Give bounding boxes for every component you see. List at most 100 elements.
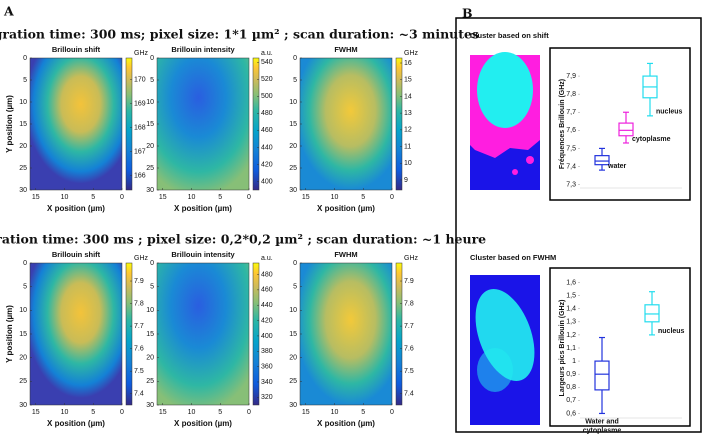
heatmap [29, 57, 123, 191]
y-tick-label: 15 [19, 121, 27, 128]
y-tick-label: 5 [23, 77, 27, 84]
y-tick-label: 1,5 [566, 292, 576, 299]
x-tick-label: 15 [302, 194, 310, 201]
plot-frame [549, 267, 691, 427]
row-heading: Integration time: 300 ms ; pixel size: 0… [0, 232, 486, 247]
cluster-title: Cluster based on shift [470, 31, 549, 40]
colorbar-tick-label: 7.5 [134, 368, 144, 375]
y-tick-label: 5 [293, 77, 297, 84]
x-axis-label: X position (µm) [317, 419, 375, 428]
colorbar-tick-label: 168 [134, 124, 146, 131]
heatmap [29, 262, 123, 406]
y-tick-label: 1 [572, 358, 576, 365]
colorbar-tick-label: 170 [134, 76, 146, 83]
y-tick-label: 0,9 [566, 371, 576, 378]
x-axis-label: X position (µm) [174, 204, 232, 213]
y-axis-label: Fréquences Brillouin (GHz) [559, 79, 566, 169]
y-tick-label: 20 [289, 143, 297, 150]
y-tick-label: 25 [289, 378, 297, 385]
y-tick-label: 15 [146, 121, 154, 128]
colorbar [395, 57, 403, 191]
colorbar-tick-label: 167 [134, 148, 146, 155]
colorbar-tick-label: 11 [404, 143, 411, 150]
y-tick-label: 0 [23, 260, 27, 267]
y-tick-label: 7,3 [566, 181, 576, 188]
y-tick-label: 20 [146, 355, 154, 362]
box [594, 155, 610, 166]
map-title: Brillouin shift [52, 250, 101, 259]
colorbar-unit: a.u. [261, 255, 273, 262]
y-tick-label: 15 [146, 331, 154, 338]
map-title: FWHM [334, 45, 357, 54]
y-tick-label: 1,3 [566, 319, 576, 326]
y-tick-label: 25 [146, 378, 154, 385]
colorbar-tick-label: 10 [404, 160, 412, 167]
y-tick-label: 20 [19, 143, 27, 150]
x-tick-label: 5 [91, 409, 95, 416]
colorbar-tick-label: 7.4 [134, 391, 144, 398]
colorbar [125, 262, 133, 406]
y-tick-label: 15 [289, 331, 297, 338]
x-tick-label: 15 [32, 194, 40, 201]
x-tick-label: 10 [188, 409, 196, 416]
y-tick-label: 30 [19, 402, 27, 409]
y-tick-label: 7,6 [566, 127, 576, 134]
y-tick-label: 25 [19, 165, 27, 172]
colorbar-tick-label: 14 [404, 93, 412, 100]
x-tick-label: 10 [61, 409, 69, 416]
heatmap [299, 57, 393, 191]
map-title: Brillouin intensity [171, 250, 235, 259]
colorbar-tick-label: 7.6 [134, 345, 144, 352]
colorbar-tick-label: 540 [261, 59, 273, 66]
x-tick-label: 0 [390, 409, 394, 416]
y-tick-label: 10 [289, 99, 297, 106]
y-tick-label: 0 [150, 55, 154, 62]
x-tick-label: 5 [91, 194, 95, 201]
y-tick-label: 7,7 [566, 109, 576, 116]
x-tick-label: 0 [120, 409, 124, 416]
y-tick-label: 10 [19, 99, 27, 106]
y-tick-label: 0,8 [566, 384, 576, 391]
x-tick-label: 10 [331, 194, 339, 201]
y-tick-label: 10 [289, 307, 297, 314]
y-tick-label: 0 [293, 55, 297, 62]
y-tick-label: 25 [289, 165, 297, 172]
y-tick-label: 1,4 [566, 306, 576, 313]
colorbar-tick-label: 7.7 [404, 323, 414, 330]
box [618, 122, 634, 137]
y-tick-label: 0 [150, 260, 154, 267]
colorbar-tick-label: 166 [134, 172, 146, 179]
y-tick-label: 7,9 [566, 73, 576, 80]
box-label: water [607, 163, 627, 170]
y-tick-label: 7,5 [566, 145, 576, 152]
x-tick-label: 10 [331, 409, 339, 416]
box-label: cytoplasme [632, 136, 671, 143]
map-title: Brillouin intensity [171, 45, 235, 54]
plot-frame [549, 47, 691, 201]
y-tick-label: 20 [289, 355, 297, 362]
x-tick-label: 5 [361, 194, 365, 201]
colorbar-tick-label: 7.4 [404, 391, 414, 398]
y-tick-label: 5 [23, 284, 27, 291]
row-heading: Integration time: 300 ms; pixel size: 1*… [0, 27, 479, 42]
x-axis-label: X position (µm) [47, 204, 105, 213]
colorbar-tick-label: 7.9 [404, 278, 414, 285]
y-tick-label: 5 [150, 284, 154, 291]
colorbar [252, 262, 260, 406]
colorbar-tick-label: 15 [404, 77, 412, 84]
colorbar-unit: GHz [134, 255, 149, 262]
y-axis-label: Largeurs pics Brillouin (GHz) [559, 300, 566, 397]
panel-label: B [462, 6, 473, 21]
y-tick-label: 5 [293, 284, 297, 291]
x-tick-label: 5 [218, 194, 222, 201]
colorbar-tick-label: 400 [261, 178, 273, 185]
y-tick-label: 25 [19, 378, 27, 385]
y-tick-label: 30 [146, 187, 154, 194]
colorbar-tick-label: 7.8 [134, 300, 144, 307]
cluster-image [470, 275, 540, 425]
colorbar-tick-label: 7.6 [404, 345, 414, 352]
y-tick-label: 30 [19, 187, 27, 194]
heatmap [299, 262, 393, 406]
y-tick-label: 7,8 [566, 91, 576, 98]
box-label: Water and cytoplasme [583, 418, 622, 434]
